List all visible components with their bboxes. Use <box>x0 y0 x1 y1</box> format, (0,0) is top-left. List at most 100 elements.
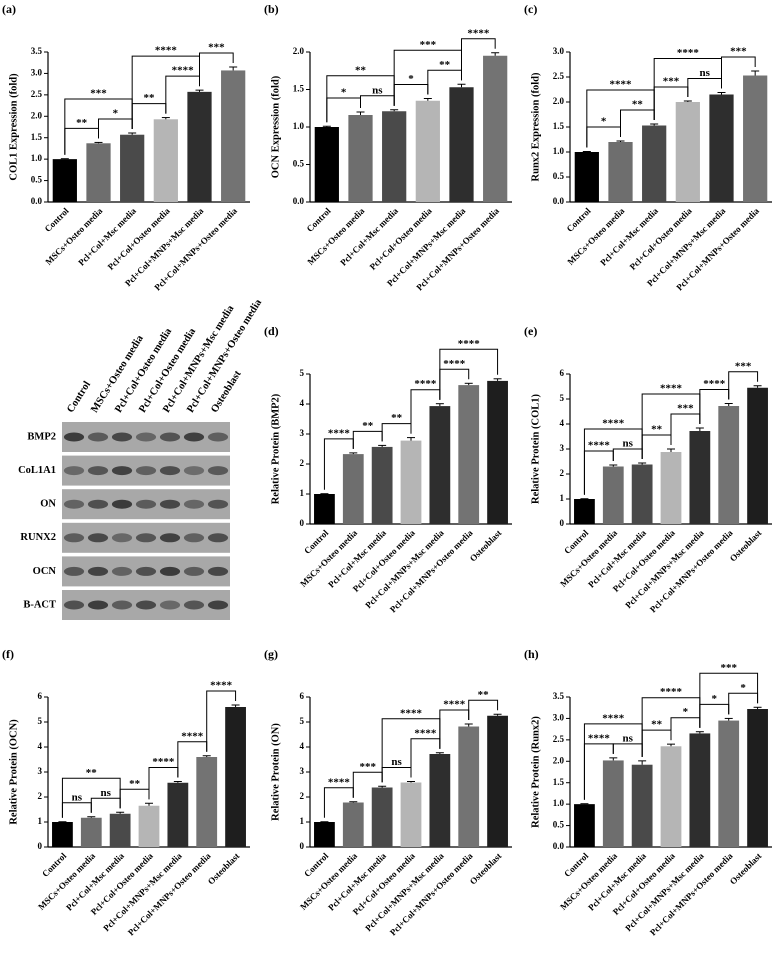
significance-label: *** <box>730 46 747 58</box>
bar <box>747 709 768 847</box>
y-tick-label: 5 <box>300 368 305 378</box>
panel-label: (h) <box>524 647 539 661</box>
y-axis-label: Relative Protein (COL1) <box>530 393 541 504</box>
blot-band <box>111 600 133 610</box>
x-tick-label: Control <box>43 205 72 234</box>
bar-chart: (h) Relative Protein (Runx2) 0.0 0.5 1.0 1.5 2… <box>524 647 772 938</box>
bar <box>660 452 682 524</box>
blot-band <box>207 600 229 610</box>
blot-band <box>63 533 85 543</box>
x-tick-label: Control <box>40 850 69 879</box>
panel-label: (b) <box>264 2 279 16</box>
bar <box>458 385 480 524</box>
bar <box>675 102 700 202</box>
significance-label: **** <box>588 732 611 744</box>
bar <box>382 111 407 202</box>
significance-label: ** <box>144 92 156 104</box>
significance-label: ** <box>355 64 367 76</box>
bar <box>458 726 480 847</box>
significance-label: **** <box>602 712 625 724</box>
significance-bracket <box>352 430 383 449</box>
significance-label: ns <box>72 791 83 803</box>
y-tick-label: 3.0 <box>31 67 43 77</box>
significance-label: *** <box>735 360 752 372</box>
x-tick-label: Control <box>562 527 591 556</box>
significance-bracket <box>393 49 462 106</box>
significance-label: *** <box>359 761 376 773</box>
significance-label: **** <box>328 776 351 788</box>
significance-bracket <box>381 767 412 783</box>
significance-label: **** <box>414 378 437 390</box>
significance-label: ** <box>362 420 374 432</box>
significance-label: ** <box>478 689 490 701</box>
significance-bracket <box>119 788 150 809</box>
blot-band <box>207 566 229 576</box>
significance-label: **** <box>181 730 204 742</box>
x-tick-label: MSCs+Osteo media <box>305 205 366 266</box>
blot-band <box>159 499 181 509</box>
significance-label: * <box>712 693 718 705</box>
y-tick-label: 2.0 <box>31 110 43 120</box>
bar <box>348 115 373 202</box>
bar <box>120 134 145 202</box>
y-tick-label: 3 <box>38 766 43 776</box>
significance-label: ns <box>623 438 634 450</box>
y-tick-label: 0.5 <box>553 820 565 830</box>
significance-bracket <box>61 802 92 818</box>
y-tick-label: 5 <box>560 393 565 403</box>
blot-band <box>135 533 157 543</box>
significance-label: ** <box>391 412 403 424</box>
x-tick-label: Pcl+Col+Msc media <box>76 205 138 267</box>
x-tick-label: Osteoblast <box>728 851 764 887</box>
blot-band <box>159 566 181 576</box>
y-tick-label: 0.5 <box>553 171 565 181</box>
significance-label: **** <box>458 338 481 350</box>
y-tick-label: 2.5 <box>31 89 43 99</box>
y-tick-label: 1 <box>300 488 305 498</box>
y-tick-label: 0 <box>38 841 43 851</box>
row-label: B-ACT <box>23 599 56 610</box>
significance-label: **** <box>443 699 466 711</box>
y-tick-label: 1.0 <box>553 798 565 808</box>
significance-bracket <box>61 777 121 818</box>
significance-label: ns <box>101 787 112 799</box>
panel-label: (c) <box>524 2 537 16</box>
x-tick-label: Pcl+Col+Osteo media <box>628 205 694 271</box>
y-tick-label: 3.5 <box>31 46 43 56</box>
bar <box>52 159 77 202</box>
blot-band <box>87 432 109 442</box>
blot-band <box>87 466 109 476</box>
significance-label: ** <box>651 719 663 731</box>
blot-band <box>207 432 229 442</box>
bar <box>608 142 633 202</box>
blot-band <box>111 533 133 543</box>
significance-label: *** <box>420 39 437 51</box>
row-label: ON <box>40 499 56 510</box>
y-tick-label: 2 <box>300 458 305 468</box>
significance-label: **** <box>328 427 351 439</box>
bar <box>602 466 624 524</box>
bar <box>642 125 667 202</box>
significance-label: **** <box>602 418 625 430</box>
significance-label: ** <box>76 117 88 129</box>
y-tick-label: 2.5 <box>553 734 565 744</box>
significance-label: **** <box>610 79 633 91</box>
y-tick-label: 2.0 <box>553 755 565 765</box>
y-tick-label: 0.0 <box>293 196 305 206</box>
x-tick-label: Pcl+Col+Osteo media <box>106 205 172 271</box>
y-tick-label: 6 <box>300 691 305 701</box>
significance-label: * <box>408 73 414 85</box>
y-tick-label: 4 <box>38 741 43 751</box>
y-tick-label: 2 <box>300 791 305 801</box>
bar-chart: (a) COL1 Expression (fold) 0.0 0.5 1.0 1.5 2.0… <box>2 2 250 293</box>
x-tick-label: MSCs+Osteo media <box>565 205 626 266</box>
bar <box>743 75 768 202</box>
bar <box>689 733 711 847</box>
blot-band <box>63 432 85 442</box>
significance-bracket <box>360 95 395 108</box>
bar-chart: (f)Relative Protein (OCN)0123456ControlM… <box>2 647 250 938</box>
y-tick-label: 1.0 <box>293 121 305 131</box>
blot-band <box>135 432 157 442</box>
